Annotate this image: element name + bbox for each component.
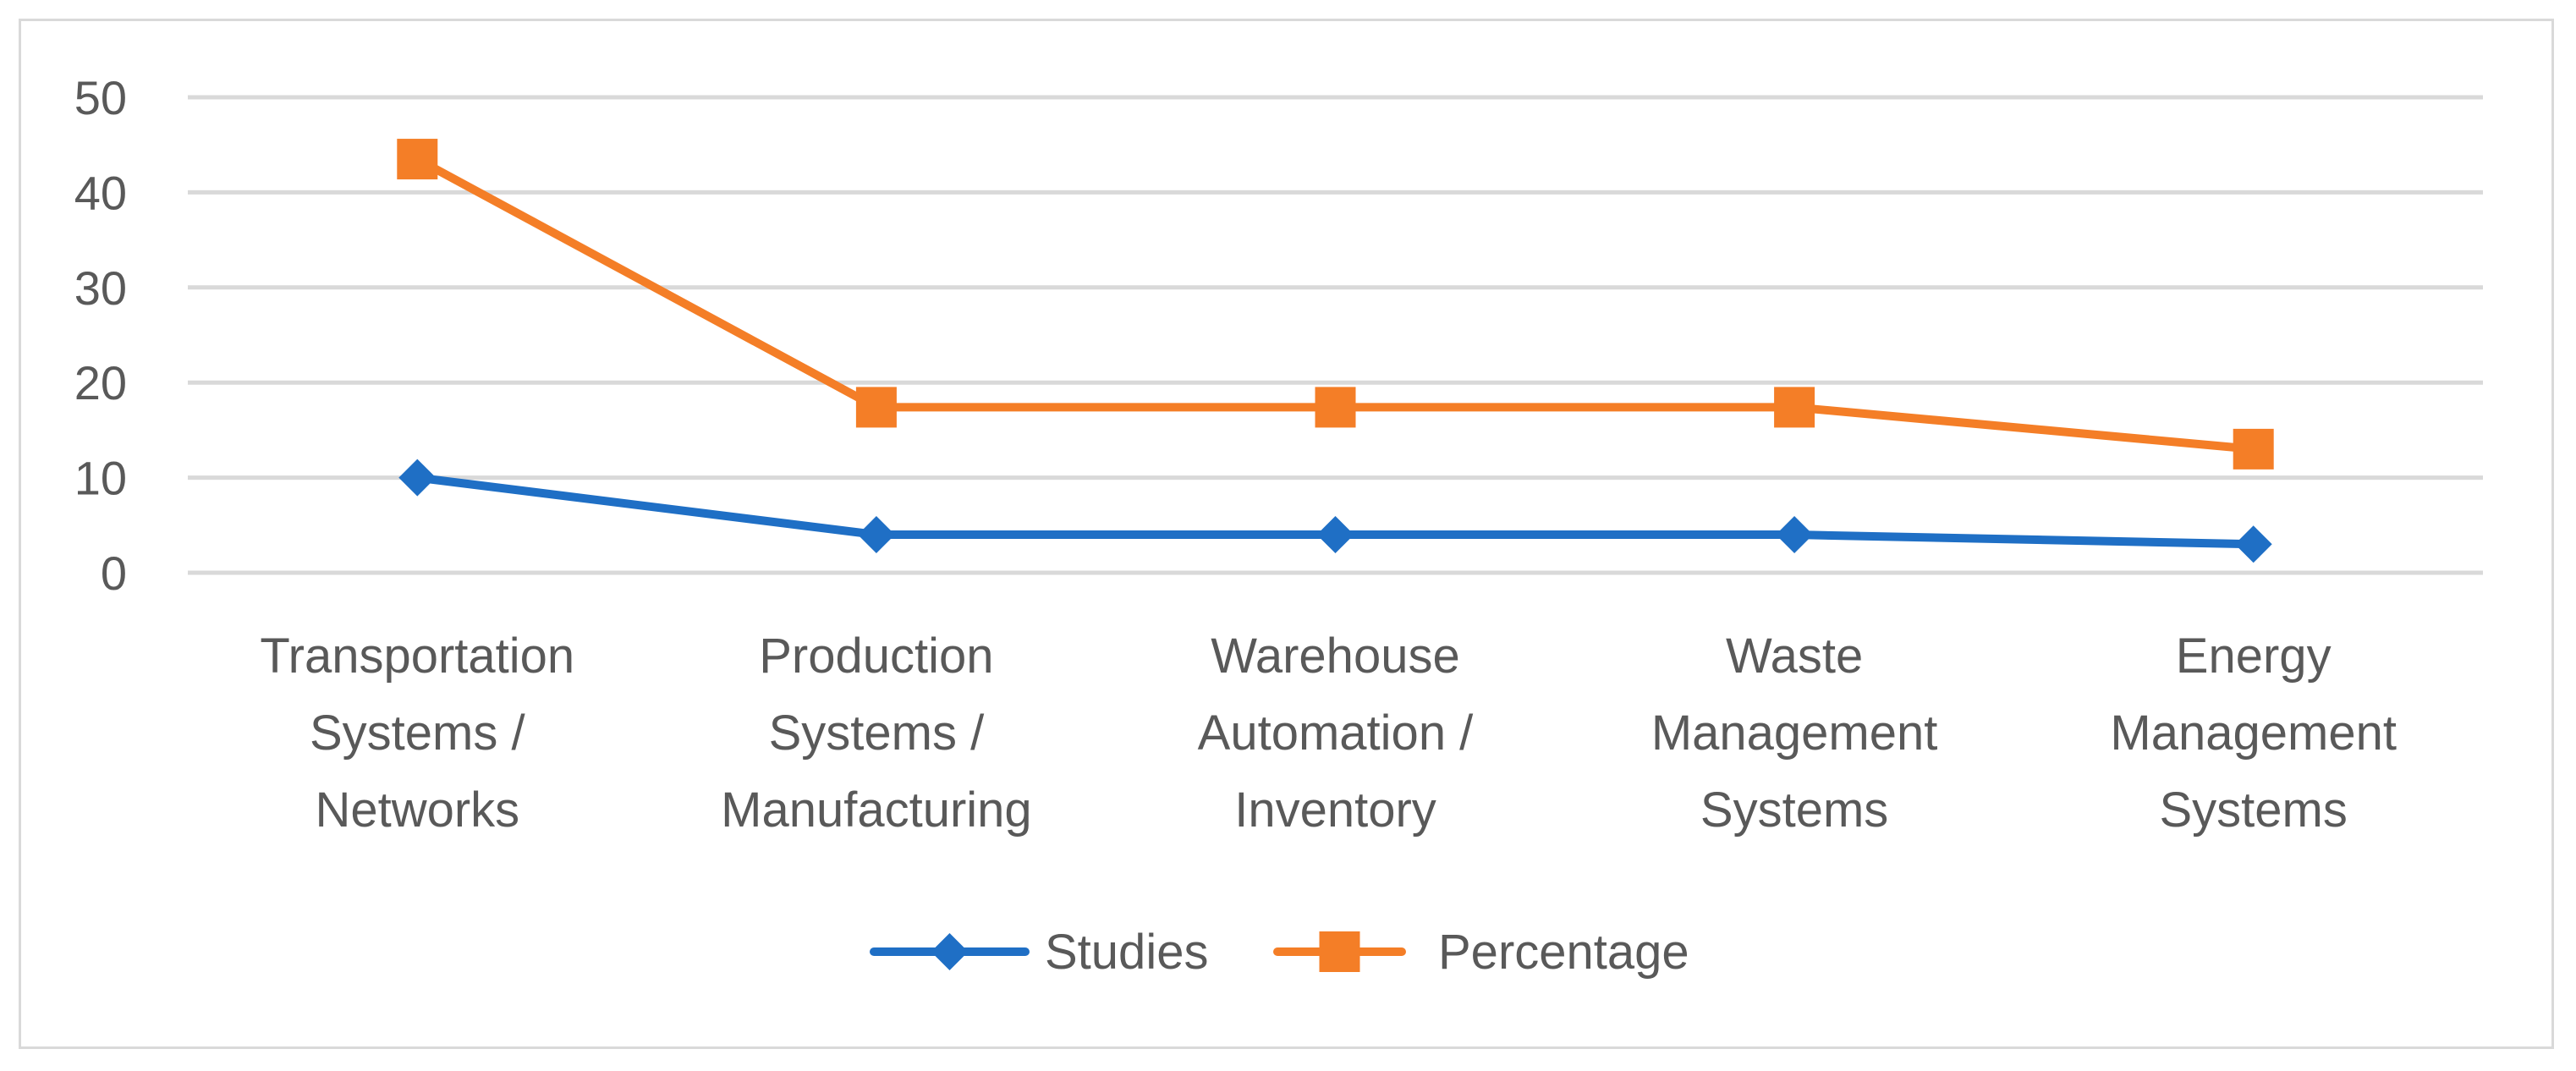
x-category-label: Transportation Systems / Networks <box>260 629 574 838</box>
x-category-label: Energy Management Systems <box>2110 629 2397 838</box>
legend-item-percentage: Percentage <box>1273 925 1689 980</box>
data-point-marker <box>2233 428 2274 470</box>
legend-marker <box>1319 931 1360 972</box>
legend: Studies Percentage <box>870 925 1689 980</box>
y-tick-label: 0 <box>101 546 127 600</box>
data-point-marker <box>397 139 438 180</box>
gridlines <box>188 95 2483 575</box>
y-tick-label: 50 <box>74 71 127 124</box>
data-point-marker <box>398 459 437 497</box>
series-studies <box>398 459 2272 563</box>
x-axis-category-labels: Transportation Systems / Networks Productio… <box>260 629 2397 838</box>
legend-label: Percentage <box>1438 925 1689 980</box>
data-point-marker <box>1316 516 1354 554</box>
data-point-marker <box>855 387 897 428</box>
y-axis-tick-labels: 0 10 20 30 40 50 <box>74 71 127 600</box>
x-category-label: Production Systems / Manufacturing <box>721 629 1032 838</box>
legend-marker <box>931 933 969 970</box>
x-category-label: Warehouse Automation / Inventory <box>1198 629 1475 838</box>
series-percentage <box>397 139 2274 470</box>
y-tick-label: 30 <box>74 261 127 315</box>
line-chart: 0 10 20 30 40 50 Transportation Systems / Netwo… <box>74 71 2483 980</box>
data-point-marker <box>857 516 895 554</box>
data-point-marker <box>2234 525 2272 563</box>
y-tick-label: 40 <box>74 166 127 219</box>
y-tick-label: 10 <box>74 452 127 505</box>
data-point-marker <box>1776 516 1814 554</box>
legend-item-studies: Studies <box>870 925 1208 980</box>
x-category-label: Waste Management Systems <box>1651 629 1938 838</box>
chart-frame: 0 10 20 30 40 50 Transportation Systems / Netwo… <box>19 19 2554 1049</box>
y-tick-label: 20 <box>74 356 127 409</box>
legend-label: Studies <box>1045 925 1208 980</box>
data-point-marker <box>1315 387 1356 428</box>
series-lines <box>397 139 2274 563</box>
data-point-marker <box>1774 387 1815 428</box>
